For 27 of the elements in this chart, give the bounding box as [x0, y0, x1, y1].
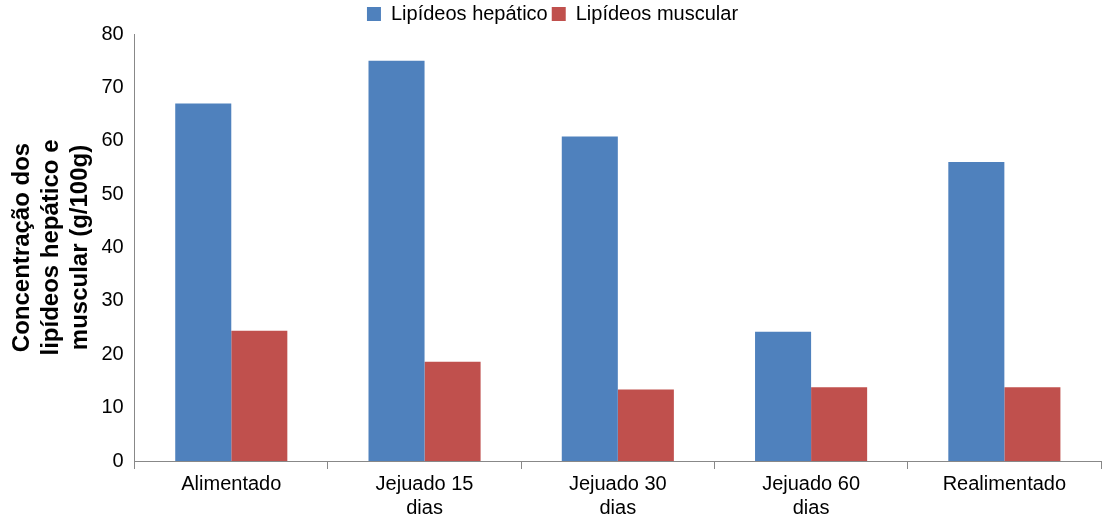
x-tick-label: Jejuado 30 dias — [568, 471, 667, 518]
x-tick-label: Jejuado 15 dias — [375, 471, 474, 518]
bar — [755, 331, 812, 461]
bar — [948, 162, 1005, 461]
y-tick-label: 0 — [112, 448, 124, 471]
legend-label: Lipídeos hepático — [390, 1, 548, 24]
y-tick-label: 80 — [101, 21, 124, 44]
bar — [561, 136, 618, 461]
bar — [811, 387, 868, 461]
bar — [1004, 387, 1061, 461]
bar — [617, 389, 674, 461]
legend-label: Lipídeos muscular — [575, 1, 739, 24]
x-tick-label: Alimentado — [181, 471, 282, 494]
bar — [231, 330, 288, 461]
y-tick-label: 50 — [101, 181, 124, 204]
y-tick-label: 30 — [101, 288, 124, 311]
x-tick-label: Jejuado 60 dias — [762, 471, 861, 518]
y-tick-label: 60 — [101, 128, 124, 151]
x-tick-label: Realimentado — [942, 471, 1067, 494]
y-tick-label: 10 — [101, 395, 124, 418]
y-tick-label: 40 — [101, 235, 124, 258]
bar — [175, 103, 232, 461]
y-tick-label: 20 — [101, 341, 124, 364]
y-axis-title: Concentração dos lipídeos hepático e muscular (g/100g) — [7, 139, 92, 356]
bar — [368, 60, 425, 461]
y-tick-label: 70 — [101, 74, 124, 97]
bar — [424, 361, 481, 461]
